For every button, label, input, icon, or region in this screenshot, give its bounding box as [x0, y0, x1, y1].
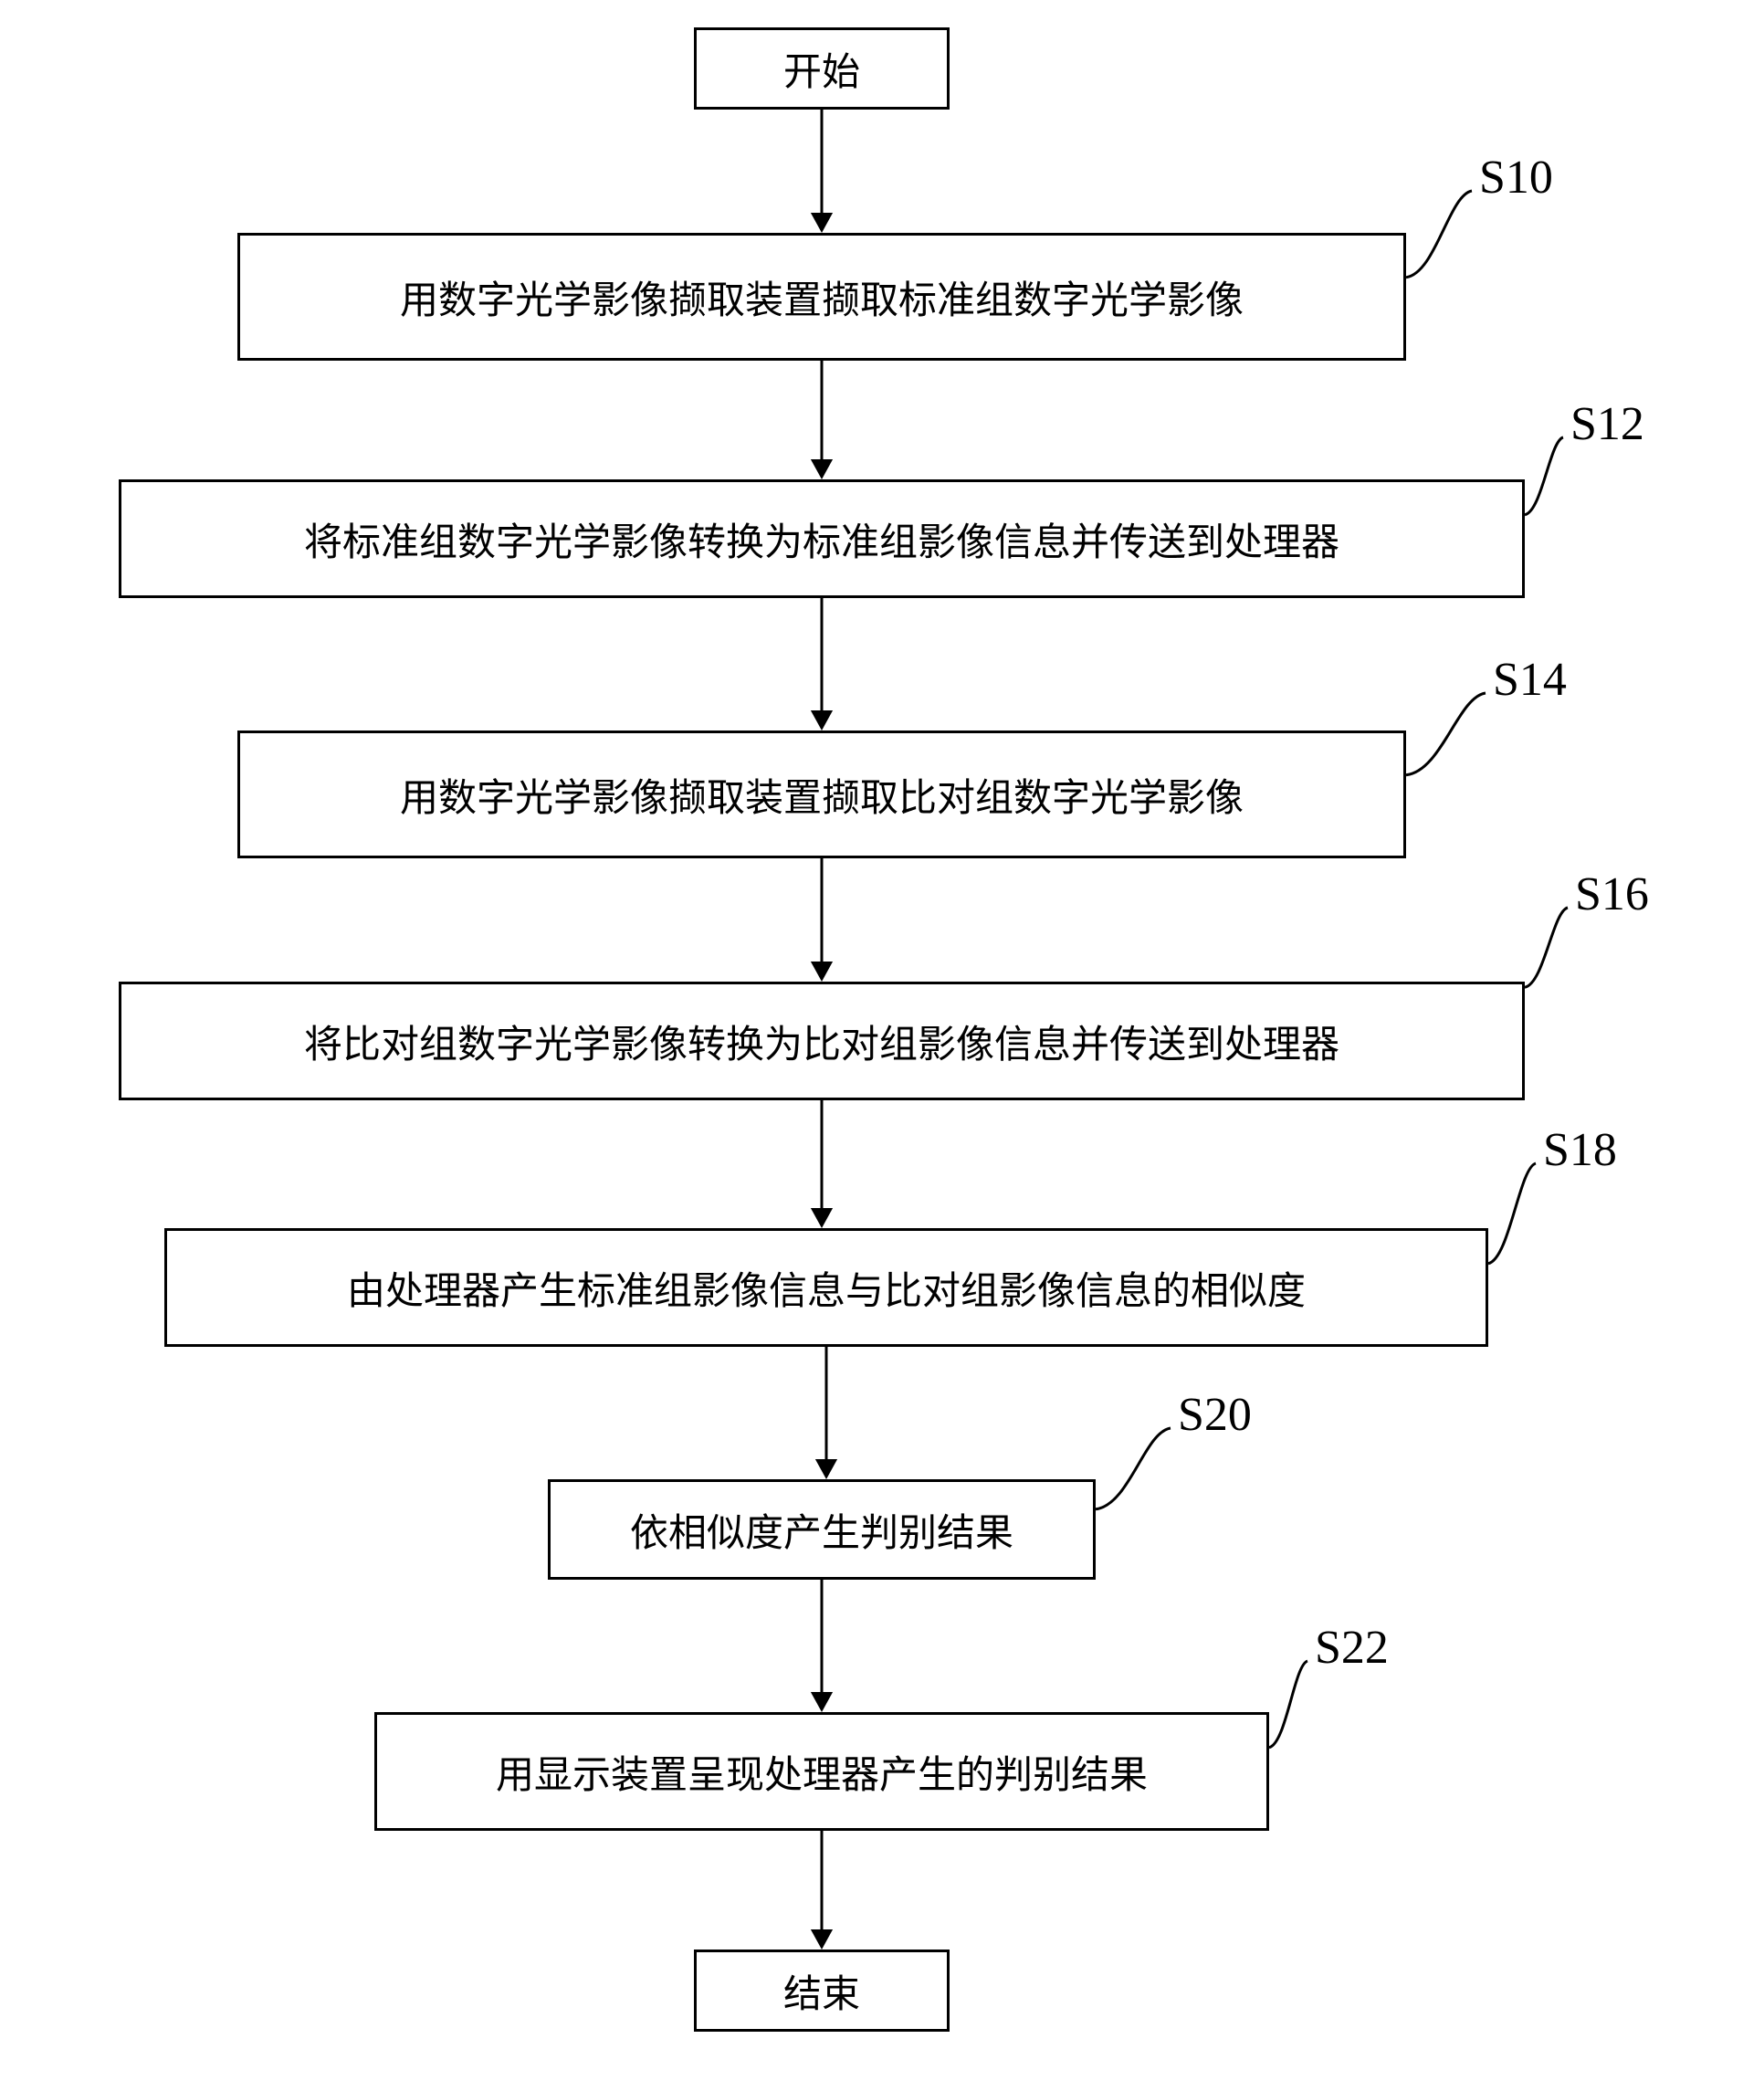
end-node: 结束 [694, 1950, 950, 2032]
leader-l18 [1479, 1154, 1545, 1273]
label-s12: S12 [1570, 397, 1644, 451]
flowchart-canvas: 开始 用数字光学影像撷取装置撷取标准组数字光学影像 将标准组数字光学影像转换为标… [0, 0, 1764, 2081]
label-s10: S10 [1479, 151, 1553, 205]
label-s20: S20 [1178, 1388, 1252, 1442]
leader-l14 [1397, 684, 1495, 784]
leader-l10 [1397, 182, 1481, 287]
s16-text: 将比对组数字光学影像转换为比对组影像信息并传送到处理器 [304, 1014, 1339, 1069]
end-text: 结束 [783, 1963, 860, 2019]
start-text: 开始 [783, 41, 860, 97]
label-s18: S18 [1543, 1123, 1617, 1177]
s20-text: 依相似度产生判别结果 [630, 1502, 1013, 1558]
edge-s16-s18 [794, 1100, 849, 1228]
s14-text: 用数字光学影像撷取装置撷取比对组数字光学影像 [400, 767, 1244, 823]
s10-text: 用数字光学影像撷取装置撷取标准组数字光学影像 [400, 269, 1244, 325]
s18-text: 由处理器产生标准组影像信息与比对组影像信息的相似度 [347, 1260, 1306, 1316]
label-s14: S14 [1493, 653, 1567, 707]
step-s20: 依相似度产生判别结果 [548, 1479, 1096, 1580]
edge-s20-s22 [794, 1580, 849, 1712]
s12-text: 将标准组数字光学影像转换为标准组影像信息并传送到处理器 [304, 511, 1339, 567]
label-s16: S16 [1575, 867, 1649, 921]
start-node: 开始 [694, 27, 950, 110]
s22-text: 用显示装置呈现处理器产生的判别结果 [496, 1744, 1148, 1800]
edge-s12-s14 [794, 598, 849, 730]
step-s10: 用数字光学影像撷取装置撷取标准组数字光学影像 [237, 233, 1406, 361]
label-s22: S22 [1315, 1621, 1389, 1675]
edge-s10-s12 [794, 361, 849, 479]
edge-s18-s20 [799, 1347, 854, 1479]
step-s12: 将标准组数字光学影像转换为标准组影像信息并传送到处理器 [119, 479, 1525, 598]
step-s18: 由处理器产生标准组影像信息与比对组影像信息的相似度 [164, 1228, 1488, 1347]
edge-s14-s16 [794, 858, 849, 982]
step-s14: 用数字光学影像撷取装置撷取比对组数字光学影像 [237, 730, 1406, 858]
step-s22: 用显示装置呈现处理器产生的判别结果 [374, 1712, 1269, 1831]
edge-s22-end [794, 1831, 849, 1950]
edge-start-s10 [794, 110, 849, 233]
leader-l16 [1516, 899, 1577, 996]
leader-l20 [1087, 1419, 1180, 1519]
step-s16: 将比对组数字光学影像转换为比对组影像信息并传送到处理器 [119, 982, 1525, 1100]
